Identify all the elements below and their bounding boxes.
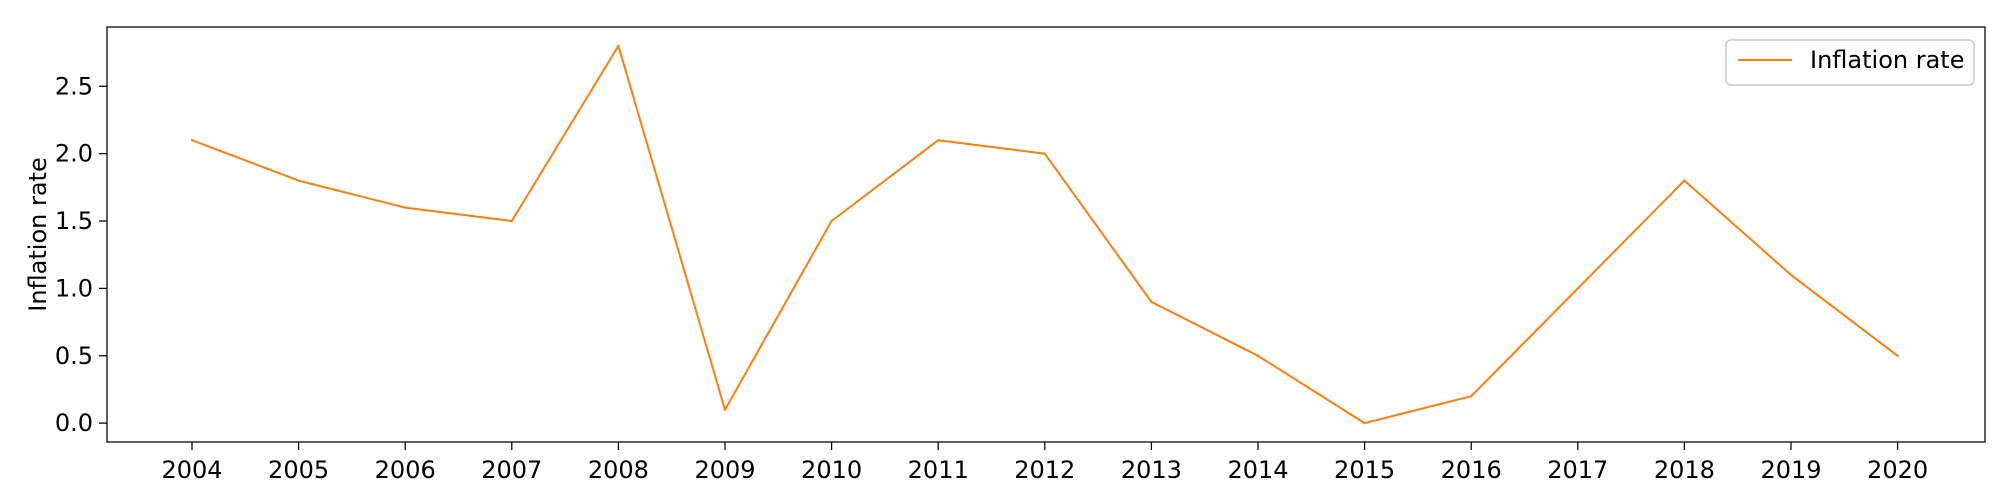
legend: Inflation rate bbox=[1725, 39, 1975, 86]
legend-label-inflation-rate: Inflation rate bbox=[1810, 46, 1964, 74]
x-tick-label-2008: 2008 bbox=[588, 456, 649, 484]
x-tick-label-2009: 2009 bbox=[694, 456, 755, 484]
y-axis-title: Inflation rate bbox=[24, 157, 52, 311]
x-tick-label-2005: 2005 bbox=[268, 456, 329, 484]
x-tick-label-2010: 2010 bbox=[801, 456, 862, 484]
data-point-2020 bbox=[1896, 354, 1899, 357]
data-point-2019 bbox=[1789, 273, 1793, 277]
x-tick-label-2018: 2018 bbox=[1654, 456, 1715, 484]
x-tick-label-2019: 2019 bbox=[1760, 456, 1821, 484]
data-point-2011 bbox=[937, 139, 940, 142]
data-point-2013 bbox=[1150, 300, 1153, 304]
data-point-2004 bbox=[190, 139, 194, 142]
data-point-2009 bbox=[723, 408, 727, 411]
legend-box bbox=[1725, 39, 1975, 86]
data-point-2015 bbox=[1363, 421, 1366, 425]
x-tick-label-2012: 2012 bbox=[1014, 456, 1075, 484]
y-tick-label-0.0: 0.0 bbox=[55, 409, 93, 437]
data-point-2007 bbox=[510, 219, 513, 223]
x-tick-label-2015: 2015 bbox=[1334, 456, 1395, 484]
data-point-2016 bbox=[1470, 395, 1473, 398]
x-tick-label-2006: 2006 bbox=[375, 456, 436, 484]
y-tick-label-2.5: 2.5 bbox=[55, 72, 93, 100]
data-point-2006 bbox=[404, 206, 407, 209]
y-axis: 0.0 0.5 1.0 1.5 2.0 2.5 bbox=[55, 72, 107, 437]
x-tick-label-2011: 2011 bbox=[908, 456, 969, 484]
data-point-2010 bbox=[830, 219, 833, 223]
data-point-2018 bbox=[1683, 179, 1686, 182]
plot-frame bbox=[106, 26, 1986, 443]
x-tick-label-2013: 2013 bbox=[1121, 456, 1182, 484]
y-tick-label-2.0: 2.0 bbox=[55, 140, 93, 168]
data-point-2017 bbox=[1576, 287, 1580, 290]
y-tick-label-1.0: 1.0 bbox=[55, 274, 93, 302]
x-tick-label-2007: 2007 bbox=[481, 456, 542, 484]
y-tick-label-0.5: 0.5 bbox=[55, 342, 93, 370]
x-axis: 2004 2005 2006 2007 2008 2009 2010 2011 2012 2013… bbox=[161, 442, 1928, 484]
x-tick-label-2017: 2017 bbox=[1547, 456, 1608, 484]
x-tick-label-2004: 2004 bbox=[161, 456, 222, 484]
data-point-2005 bbox=[297, 179, 300, 182]
series-layer bbox=[190, 44, 1899, 425]
data-point-2008 bbox=[617, 44, 620, 48]
x-tick-label-2020: 2020 bbox=[1867, 456, 1928, 484]
y-tick-label-1.5: 1.5 bbox=[55, 207, 93, 235]
data-point-2014 bbox=[1256, 354, 1260, 357]
x-tick-label-2014: 2014 bbox=[1227, 456, 1288, 484]
x-tick-label-2016: 2016 bbox=[1441, 456, 1502, 484]
plot-area bbox=[107, 27, 1985, 442]
data-point-2012 bbox=[1043, 152, 1047, 155]
